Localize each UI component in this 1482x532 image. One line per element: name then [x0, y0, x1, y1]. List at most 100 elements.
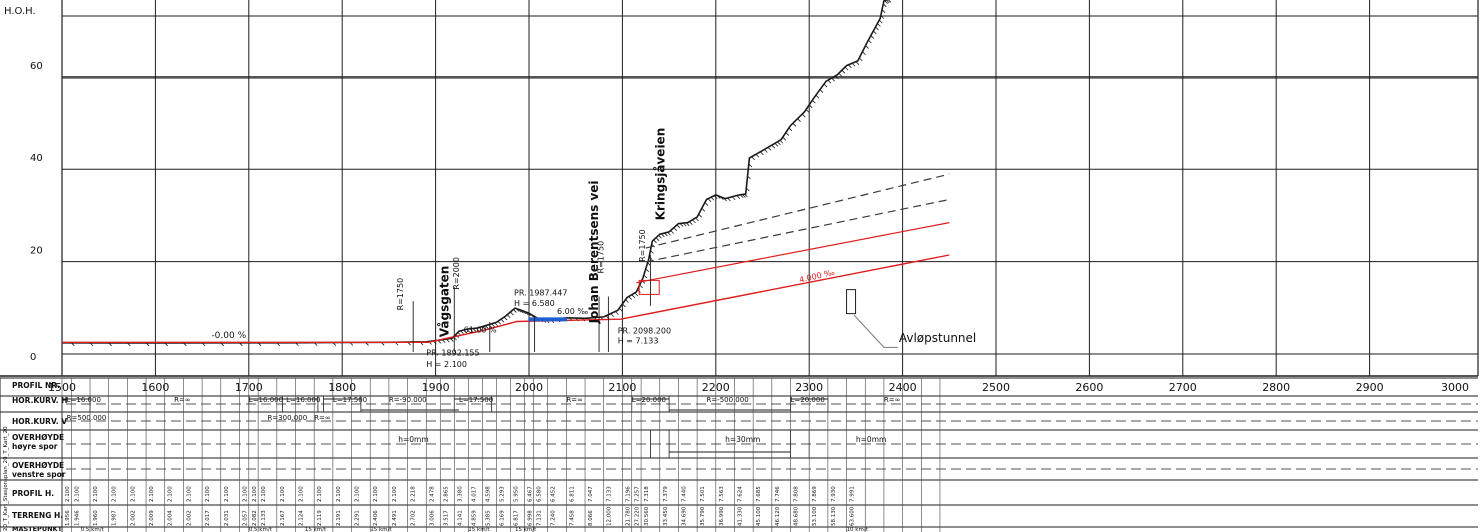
profil-h-value: 2.100 [392, 486, 398, 502]
profil-h-value: 3.380 [457, 486, 463, 502]
profil-h-value: 2.100 [74, 486, 80, 502]
water-bar [529, 317, 567, 322]
terrain-hatch [751, 156, 755, 161]
profil-h-value: 2.100 [65, 486, 71, 502]
row-label-profil-nr: PROFIL NR. [12, 381, 60, 390]
x-tick-label: 1600 [141, 381, 169, 394]
mastepunkt-mark: 10 km/t [847, 527, 869, 532]
terrain-hatch [831, 77, 835, 82]
profil-h-value: 7.808 [794, 486, 800, 502]
row-label-hor-kurv-v: HOR.KURV. V [12, 417, 67, 426]
terreng-h-value: 2.017 [205, 510, 211, 526]
hor-curve-h-label: R=-500.000 [706, 396, 748, 404]
hor-curve-v-label: R=300.000 [267, 414, 307, 422]
terrain-hatch [746, 187, 750, 192]
row-label-mastepunkt: MASTEPUNKT [12, 525, 63, 532]
pr-label: PR. 2098.200 [618, 327, 671, 336]
terrain-hatch [704, 202, 709, 206]
row-label-profil-h: PROFIL H. [12, 489, 54, 498]
y-tick-label: 0 [30, 352, 36, 363]
terrain-hatch [755, 153, 760, 158]
pr-label: H = 6.580 [514, 299, 555, 308]
axis-title: H.O.H. [4, 6, 36, 17]
profil-h-value: 2.100 [242, 486, 248, 502]
terreng-h-value: 6.169 [499, 510, 505, 526]
terrain-hatch [442, 339, 446, 343]
hor-curve-h-label: L=17.500 [333, 396, 367, 404]
terreng-h-value: 3.006 [429, 510, 435, 526]
terreng-h-value: 4.859 [471, 510, 477, 526]
terrain-hatch [89, 342, 94, 347]
terrain-hatch [71, 342, 75, 347]
terrain-hatch [239, 342, 243, 347]
profil-h-value: 7.133 [607, 486, 613, 502]
profil-h-value: 2.100 [93, 486, 99, 502]
terreng-h-value: 4.141 [457, 510, 463, 526]
hor-curve-h-label: L=16.000 [67, 396, 101, 404]
terrain-hatch [510, 311, 514, 316]
terrain-hatch [650, 250, 654, 254]
terreng-h-value: 63.600 [850, 506, 856, 526]
terreng-h-value: 34.690 [681, 506, 687, 526]
terrain-hatch [655, 237, 660, 241]
profil-h-value: 7.991 [850, 486, 856, 502]
terrain-hatch [625, 299, 629, 303]
mastepunkt-mark: 15 km/t [515, 527, 537, 532]
hor-curve-h-label: R=∞ [566, 396, 583, 404]
profil-h-value: 2.100 [224, 486, 230, 502]
profil-h-value: 2.865 [443, 486, 449, 502]
terrain-hatch [885, 0, 890, 4]
grade-label: -0.00 % [211, 331, 246, 341]
terreng-h-value: 2.004 [168, 510, 174, 526]
terrain-hatch [610, 313, 615, 317]
terrain-hatch [127, 342, 131, 347]
terrain-hatch [450, 338, 454, 342]
hor-curve-v-label: R=∞ [314, 414, 331, 422]
row-label-hor-kurv-h: HOR.KURV. H [12, 396, 68, 405]
terreng-h-value: 58.130 [831, 506, 837, 526]
terrain-hatch [764, 149, 768, 153]
profil-h-value: 2.100 [317, 486, 323, 502]
terrain-hatch [522, 310, 527, 315]
terrain-hatch [201, 342, 206, 347]
mastepunkt-mark: 0.5 km/t [81, 527, 105, 532]
terrain-hatch [748, 163, 753, 168]
terrain-hatch [692, 219, 696, 224]
terreng-h-value: 27.220 [635, 506, 641, 526]
terrain-hatch [619, 307, 623, 312]
terreng-h-value: 1.956 [65, 510, 71, 526]
terrain-hatch [785, 132, 790, 136]
terrain-hatch [880, 15, 885, 19]
profil-h-value: 2.100 [252, 486, 258, 502]
terrain-hatch [679, 223, 684, 227]
terrain-hatch [779, 139, 784, 144]
profil-h-value: 6.452 [551, 486, 557, 502]
terrain-hatch [460, 330, 464, 335]
terrain-hatch [658, 235, 662, 239]
mastepunkt-mark: 15 km/t [468, 527, 490, 532]
terrain-hatch [812, 99, 816, 104]
terreng-h-value: 2.702 [411, 510, 417, 526]
terrain-hatch [482, 326, 486, 330]
terrain-hatch [664, 232, 668, 237]
avlop-tunnel-label: Avløpstunnel [899, 331, 976, 345]
row-label-overhoyde-venstre: OVERHØYDE [12, 461, 64, 470]
terrain-hatch [707, 198, 712, 203]
terreng-h-value: 5.385 [485, 510, 491, 526]
pr-label: PR. 1892.155 [426, 349, 479, 358]
terreng-h-value: 2.002 [186, 510, 192, 526]
terrain-hatch [676, 224, 681, 229]
x-tick-label: 2000 [515, 381, 543, 394]
x-tick-label: 2900 [1356, 381, 1384, 394]
terreng-h-value: 2.124 [299, 510, 305, 526]
terrain-hatch [527, 312, 532, 317]
terrain-hatch [844, 66, 849, 71]
terrain-hatch [788, 127, 793, 132]
overhoyde-label: h=30mm [725, 435, 760, 444]
terrain-hatch [710, 196, 715, 201]
terrain-hatch [472, 328, 477, 332]
terrain-hatch [530, 313, 534, 318]
terrain-hatch [742, 194, 746, 198]
profil-h-value: 2.100 [261, 486, 267, 502]
